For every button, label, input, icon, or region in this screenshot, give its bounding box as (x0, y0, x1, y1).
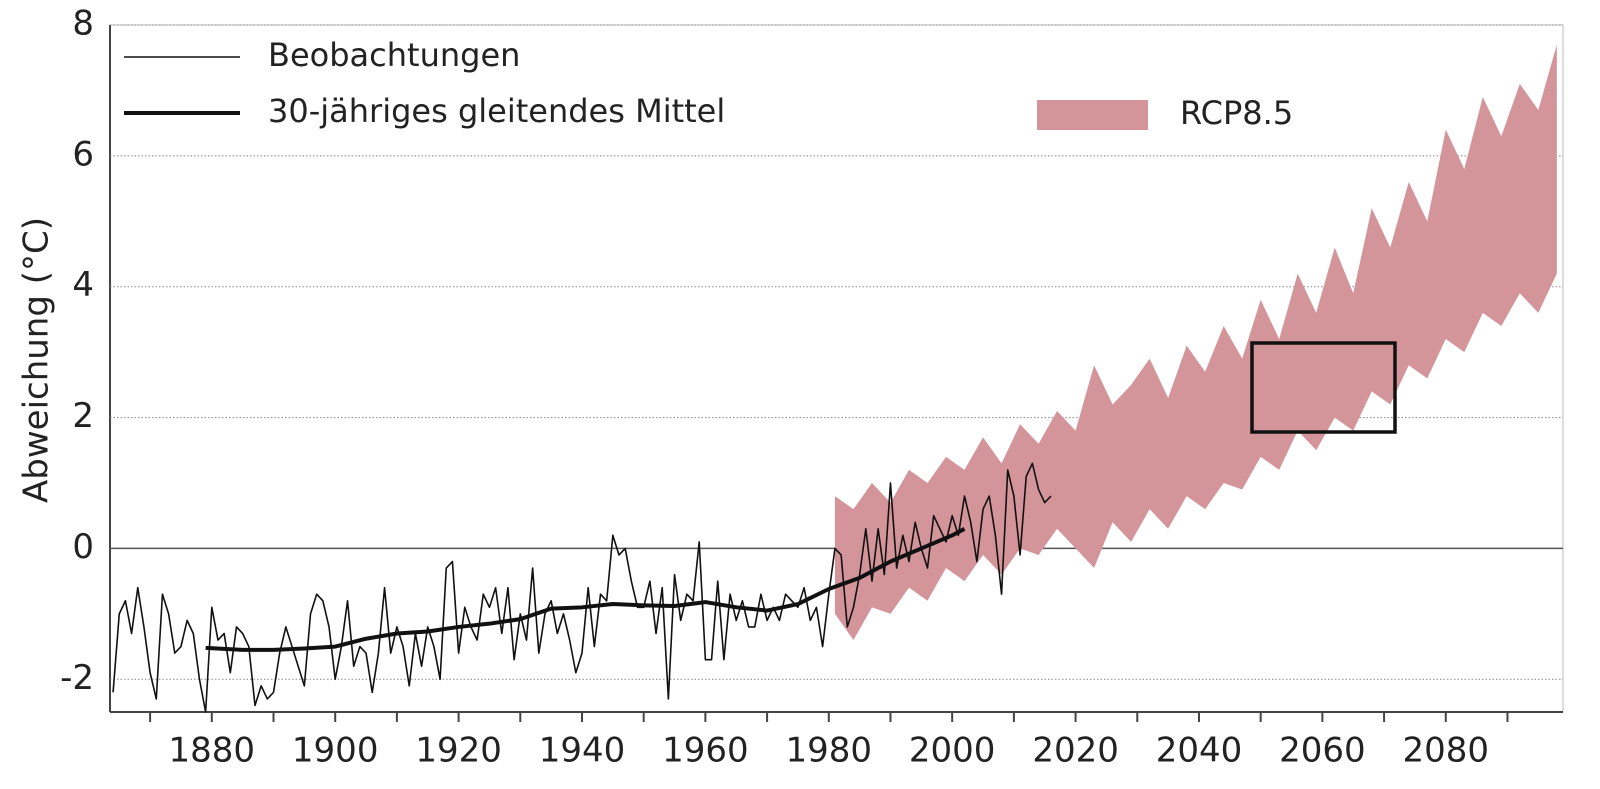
legend-label: Beobachtungen (268, 36, 520, 74)
x-tick-label: 2060 (1279, 731, 1366, 771)
plot-area: -2 0 2 4 6 8 1880 1900 1920 1940 1960 1980 2000 2020 2… (60, 4, 1564, 771)
y-tick-label: 2 (72, 396, 94, 436)
y-axis-label: Abweichung (°C) (17, 217, 57, 503)
y-tick-label: -2 (60, 658, 94, 698)
x-tick-label: 1880 (169, 731, 256, 771)
x-tick-label: 1900 (292, 731, 379, 771)
y-tick-label: 6 (72, 134, 94, 174)
highlight-box (1250, 341, 1397, 434)
x-tick-label: 1960 (662, 731, 749, 771)
series-line (205, 527, 966, 652)
series-line (112, 462, 1052, 713)
x-tick-label: 2040 (1156, 731, 1243, 771)
rcp-band (834, 44, 1557, 641)
x-tick-label: 2080 (1403, 731, 1490, 771)
y-tick-label: 0 (72, 527, 94, 567)
x-tick-label: 2020 (1032, 731, 1119, 771)
x-tick-label: 1980 (786, 731, 873, 771)
legend-label: 30-jähriges gleitendes Mittel (268, 92, 725, 130)
x-tick-label: 1940 (539, 731, 626, 771)
x-tick-label: 2000 (909, 731, 996, 771)
legend-label: RCP8.5 (1180, 94, 1293, 132)
y-tick-label: 4 (72, 265, 94, 305)
legend-swatch (1037, 100, 1148, 130)
y-tick-label: 8 (72, 4, 94, 44)
x-tick-label: 1920 (415, 731, 502, 771)
